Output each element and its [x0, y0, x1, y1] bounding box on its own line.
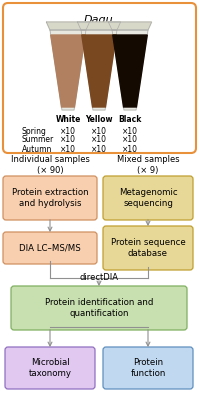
Text: Autumn: Autumn [22, 144, 52, 154]
FancyBboxPatch shape [3, 176, 97, 220]
Text: ×10: ×10 [60, 126, 76, 136]
Text: ×10: ×10 [122, 136, 138, 144]
Text: Black: Black [118, 116, 142, 124]
Text: Mixed samples
(× 9): Mixed samples (× 9) [117, 155, 179, 175]
Polygon shape [46, 22, 90, 30]
Text: ×10: ×10 [60, 144, 76, 154]
Polygon shape [50, 30, 86, 110]
Text: Spring: Spring [22, 126, 47, 136]
Text: DIA LC–MS/MS: DIA LC–MS/MS [19, 244, 81, 252]
Text: White: White [55, 116, 81, 124]
Polygon shape [77, 22, 121, 30]
Text: Individual samples
(× 90): Individual samples (× 90) [11, 155, 89, 175]
Polygon shape [82, 35, 116, 107]
Polygon shape [108, 22, 152, 30]
Text: ×10: ×10 [122, 144, 138, 154]
Text: Daqu: Daqu [84, 15, 114, 25]
Text: ×10: ×10 [60, 136, 76, 144]
FancyBboxPatch shape [103, 226, 193, 270]
Polygon shape [51, 35, 85, 107]
FancyBboxPatch shape [103, 176, 193, 220]
Text: directDIA: directDIA [79, 274, 118, 282]
Text: Microbial
taxonomy: Microbial taxonomy [28, 358, 71, 378]
Text: Yellow: Yellow [85, 116, 113, 124]
FancyBboxPatch shape [103, 347, 193, 389]
FancyBboxPatch shape [11, 286, 187, 330]
Polygon shape [113, 35, 147, 107]
Text: Protein sequence
database: Protein sequence database [111, 238, 185, 258]
Text: Summer: Summer [22, 136, 54, 144]
Text: Protein identification and
quantification: Protein identification and quantificatio… [45, 298, 153, 318]
Text: Metagenomic
sequencing: Metagenomic sequencing [119, 188, 177, 208]
Text: Protein
function: Protein function [130, 358, 166, 378]
FancyBboxPatch shape [3, 232, 97, 264]
Text: ×10: ×10 [91, 126, 107, 136]
FancyBboxPatch shape [3, 3, 196, 153]
FancyBboxPatch shape [5, 347, 95, 389]
Text: Protein extraction
and hydrolysis: Protein extraction and hydrolysis [12, 188, 88, 208]
Text: ×10: ×10 [91, 136, 107, 144]
Polygon shape [112, 30, 148, 110]
Text: ×10: ×10 [91, 144, 107, 154]
Polygon shape [81, 30, 117, 110]
Text: ×10: ×10 [122, 126, 138, 136]
